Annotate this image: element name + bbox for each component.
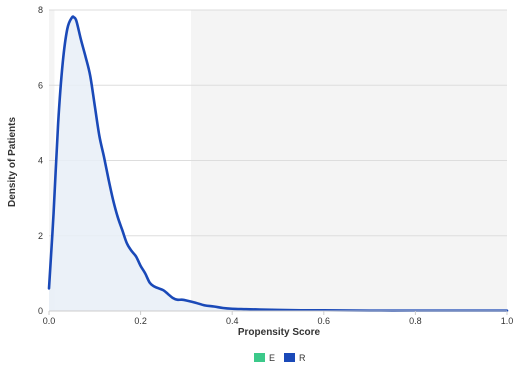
y-tick-label: 4	[38, 156, 43, 166]
x-tick-label: 0.4	[226, 316, 239, 326]
x-tick-label: 0.8	[409, 316, 422, 326]
series-area	[47, 15, 509, 312]
series-fill-R	[49, 16, 507, 311]
y-tick-label: 2	[38, 231, 43, 241]
y-tick-label: 0	[38, 306, 43, 316]
legend-swatch-E	[254, 353, 265, 362]
legend-label-R: R	[299, 353, 306, 363]
y-tick-label: 6	[38, 80, 43, 90]
x-tick-label: 1.0	[501, 316, 514, 326]
x-axis-title: Propensity Score	[238, 327, 321, 338]
y-axis-title: Density of Patients	[7, 117, 18, 207]
series-line-R	[47, 15, 509, 312]
legend-label-E: E	[269, 353, 275, 363]
axes: 0 2 4 6 8 0.0 0.2 0.4 0.6 0.8 1.0	[38, 5, 513, 326]
x-tick-label: 0.6	[318, 316, 331, 326]
legend-swatch-R	[284, 353, 295, 362]
x-tick-label: 0.0	[43, 316, 56, 326]
x-tick-label: 0.2	[134, 316, 147, 326]
y-tick-label: 8	[38, 5, 43, 15]
